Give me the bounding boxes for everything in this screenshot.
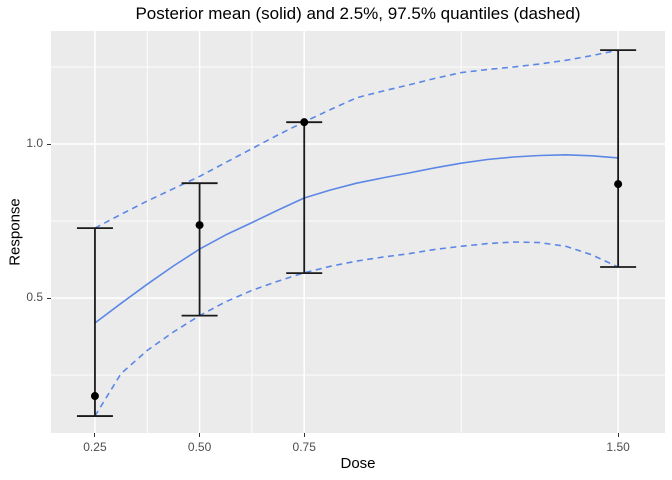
x-tick-mark [94, 433, 96, 437]
plot-canvas [51, 31, 665, 433]
x-tick-label: 1.50 [606, 440, 630, 454]
series-line-posterior-mean [94, 154, 619, 324]
plot-panel [51, 31, 665, 433]
data-point [614, 180, 623, 189]
plot-title: Posterior mean (solid) and 2.5%, 97.5% q… [135, 4, 581, 23]
data-point [90, 392, 99, 401]
y-tick-mark [47, 143, 51, 145]
y-tick-label: 1.0 [26, 136, 43, 151]
x-tick-label: 0.25 [83, 440, 107, 454]
x-tick-label: 0.75 [292, 440, 316, 454]
y-tick-label: 0.5 [26, 290, 43, 305]
x-tick-mark [303, 433, 305, 437]
data-point [300, 118, 309, 127]
y-tick-mark [47, 297, 51, 299]
series-line-quantile-97.5 [94, 49, 619, 229]
x-tick-mark [199, 433, 201, 437]
data-point [195, 221, 204, 230]
x-tick-mark [617, 433, 619, 437]
x-tick-label: 0.50 [187, 440, 212, 454]
x-axis-title: Dose [340, 455, 376, 472]
y-axis-title: Response [6, 198, 24, 266]
series-line-quantile-2.5 [94, 241, 619, 417]
